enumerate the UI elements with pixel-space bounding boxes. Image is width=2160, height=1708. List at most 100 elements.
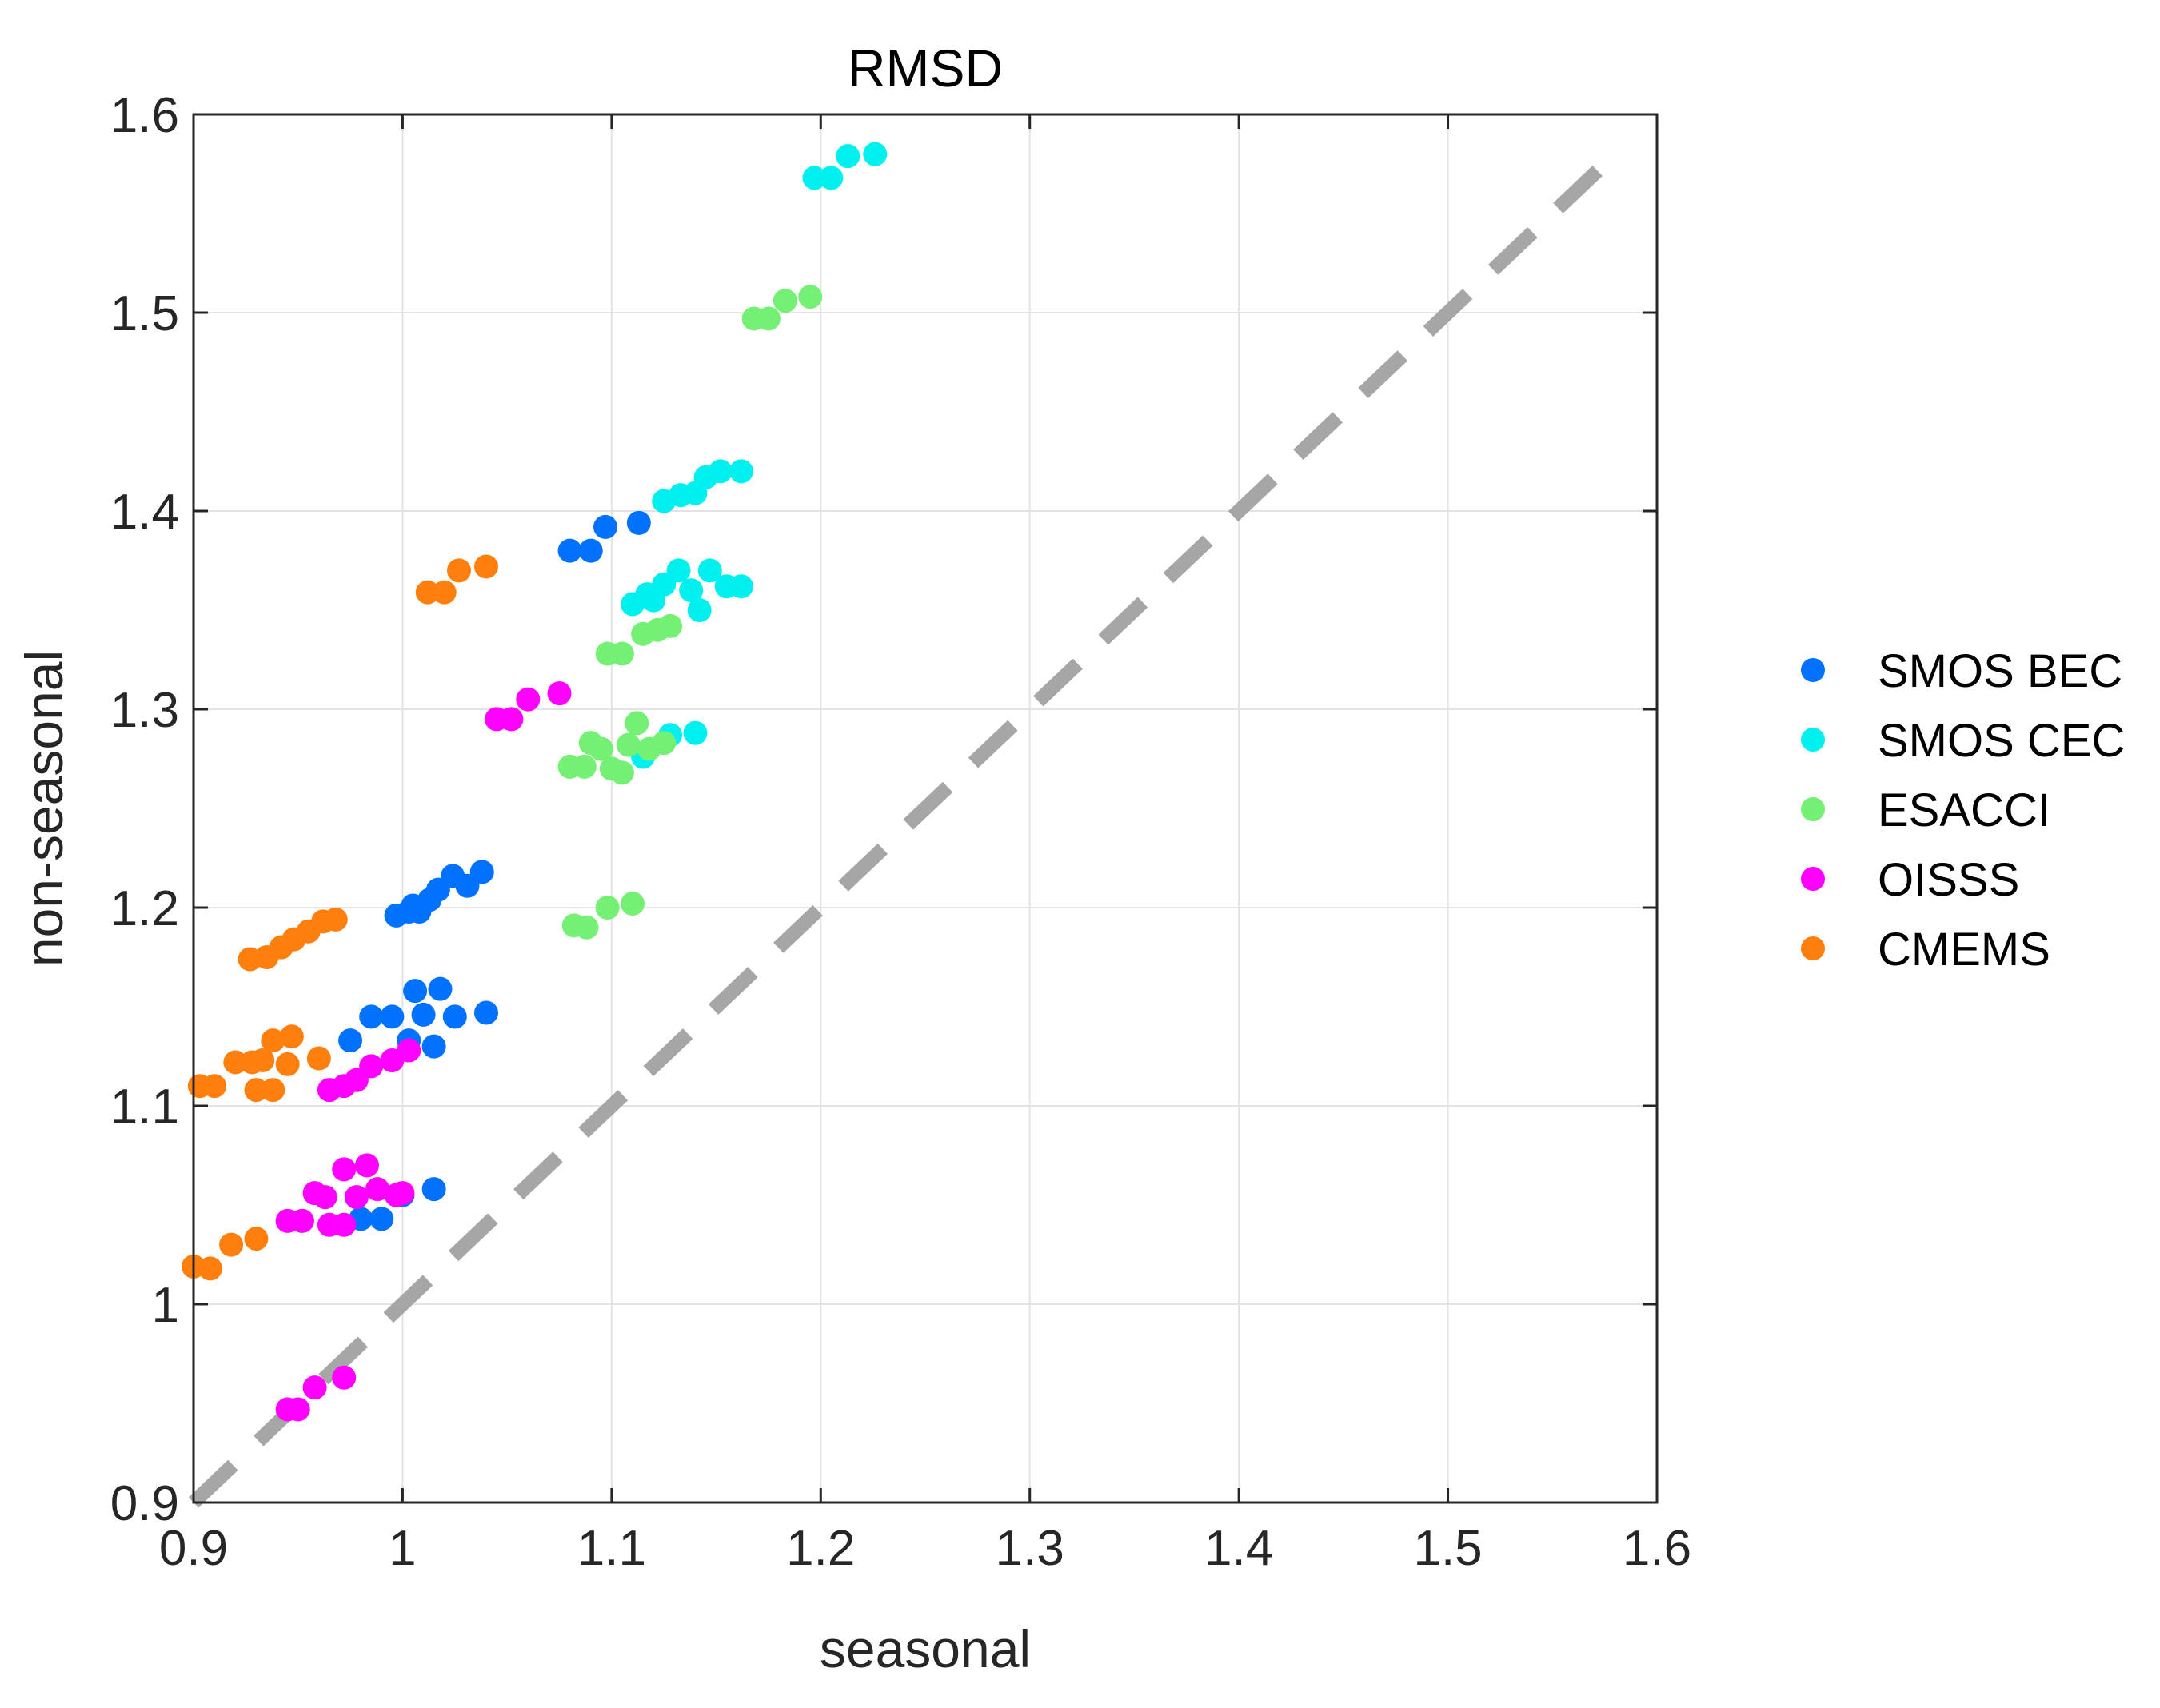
x-tick-label: 0.9 [159,1521,228,1576]
point-cmems [244,1078,269,1103]
point-esacci [621,892,645,916]
legend-marker [1801,867,1825,891]
point-esacci [798,285,823,309]
point-cmems [279,1024,304,1049]
point-oisss [332,1365,357,1390]
point-cmems [474,554,498,579]
point-oisss [365,1177,390,1202]
y-tick-label: 1.5 [110,286,179,341]
point-smos-bec [428,976,453,1001]
point-smos-cec [641,588,666,613]
point-oisss [344,1185,369,1210]
point-cmems [261,1028,285,1053]
point-oisss [302,1375,327,1400]
point-smos-cec [836,144,860,169]
point-esacci [652,731,677,756]
point-oisss [499,707,524,732]
data-points [182,142,888,1422]
series-oisss [275,681,572,1422]
point-cmems [415,580,440,605]
point-cmems [244,1227,269,1251]
series-cmems [182,554,498,1281]
point-smos-bec [359,1004,384,1029]
point-smos-cec [863,142,888,166]
legend-label: CMEMS [1878,924,2050,976]
legend-item-oisss: OISSS [1801,854,2019,906]
x-tick-label: 1.4 [1204,1521,1273,1576]
legend-label: ESACCI [1878,784,2050,836]
point-oisss [289,1208,314,1233]
series-esacci [557,285,823,940]
identity-line-group [188,149,1620,1508]
point-oisss [354,1153,379,1178]
legend-marker [1801,728,1825,752]
point-esacci [595,896,620,920]
y-tick-label: 1.1 [110,1079,179,1135]
x-tick-label: 1 [389,1521,416,1576]
point-cmems [323,907,348,932]
y-tick-label: 1.4 [110,485,179,540]
y-tick-labels: 0.9 1 1.1 1.2 1.3 1.4 1.5 1.6 [110,88,179,1531]
point-smos-bec [421,1177,446,1202]
point-smos-cec [683,720,708,745]
point-smos-bec [557,538,582,563]
point-smos-cec [697,558,722,583]
point-smos-cec [679,578,704,603]
point-cmems [202,1074,227,1099]
point-smos-cec [819,166,844,190]
x-tick-label: 1.6 [1623,1521,1691,1576]
y-tick-label: 1.3 [110,683,179,738]
point-oisss [313,1185,337,1210]
point-smos-cec [802,166,827,190]
point-cmems [198,1256,222,1281]
legend-marker [1801,797,1825,821]
x-tick-label: 1.2 [786,1521,855,1576]
legend-label: SMOS CEC [1878,715,2125,767]
point-smos-bec [369,1207,394,1231]
point-esacci [616,732,641,757]
point-oisss [332,1212,357,1237]
legend-item-smos-cec: SMOS CEC [1801,715,2125,767]
point-smos-bec [442,1004,467,1029]
x-axis-label: seasonal [820,1619,1031,1678]
point-cmems [250,1048,275,1072]
point-smos-bec [411,1002,436,1027]
point-smos-bec [380,1004,405,1029]
point-esacci [574,915,599,940]
legend-label: SMOS BEC [1878,645,2122,697]
point-esacci [572,754,597,779]
point-smos-bec [626,510,651,535]
point-smos-cec [666,558,691,583]
point-smos-bec [401,893,425,918]
point-smos-bec [338,1028,363,1053]
x-tick-label: 1.3 [996,1521,1064,1576]
legend-item-cmems: CMEMS [1801,924,2050,976]
point-smos-bec [593,514,618,539]
x-tick-labels: 0.9 1 1.1 1.2 1.3 1.4 1.5 1.6 [159,1521,1691,1576]
y-tick-label: 1.6 [110,88,179,143]
point-cmems [432,580,457,605]
y-tick-label: 1.2 [110,881,179,936]
plot-frame [192,113,1659,1504]
x-tick-label: 1.5 [1413,1521,1482,1576]
point-cmems [261,1078,285,1103]
point-smos-bec [403,979,428,1004]
point-oisss [516,687,541,712]
series-smos-cec [621,142,888,769]
point-esacci [589,736,613,761]
y-tick-label: 0.9 [110,1476,179,1531]
point-cmems [306,1046,331,1071]
chart-title: RMSD [848,38,1003,98]
x-tick-label: 1.1 [577,1521,646,1576]
legend-marker [1801,658,1825,682]
point-smos-bec [578,538,603,563]
point-oisss [359,1054,384,1079]
point-oisss [332,1157,357,1182]
point-oisss [547,681,572,706]
point-smos-bec [469,860,494,884]
point-cmems [447,558,472,583]
legend: SMOS BEC SMOS CEC ESACCI OISSS CMEMS [1801,645,2125,976]
point-smos-cec [729,574,753,599]
axis-ticks [192,113,1659,1504]
